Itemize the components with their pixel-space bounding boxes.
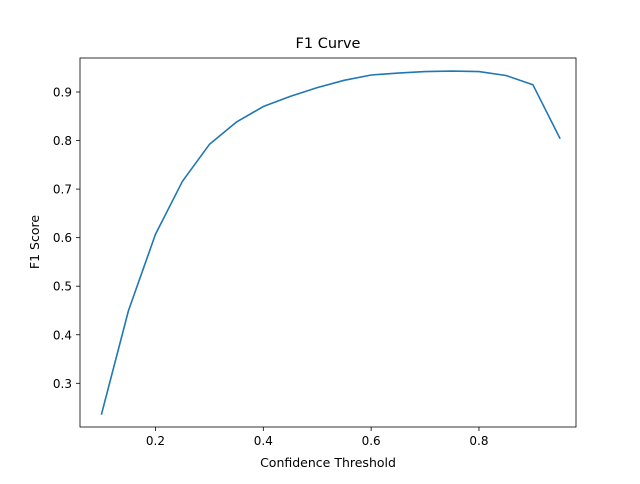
y-tick-label: 0.7 bbox=[53, 183, 72, 197]
series-line-0 bbox=[100, 70, 561, 415]
y-tick-label: 0.8 bbox=[53, 134, 72, 148]
y-tick-label: 0.4 bbox=[53, 328, 72, 342]
x-tick-label: 0.8 bbox=[469, 434, 488, 448]
y-tick-label: 0.3 bbox=[53, 377, 72, 391]
chart-title: F1 Curve bbox=[296, 36, 361, 52]
series-layer bbox=[100, 70, 561, 415]
plot-frame bbox=[79, 57, 577, 428]
y-axis-label: F1 Score bbox=[27, 215, 42, 269]
y-axis-ticks: 0.3 0.4 0.5 0.6 0.7 0.8 0.9 bbox=[53, 85, 80, 391]
y-tick-label: 0.6 bbox=[53, 231, 72, 245]
x-axis-label: Confidence Threshold bbox=[260, 455, 396, 470]
x-axis-ticks: 0.2 0.4 0.6 0.8 bbox=[146, 427, 489, 448]
x-tick-label: 0.6 bbox=[362, 434, 381, 448]
plot-area bbox=[80, 58, 576, 427]
y-tick-label: 0.5 bbox=[53, 280, 72, 294]
x-tick-label: 0.4 bbox=[254, 434, 273, 448]
x-tick-label: 0.2 bbox=[146, 434, 165, 448]
y-tick-label: 0.9 bbox=[53, 85, 72, 99]
